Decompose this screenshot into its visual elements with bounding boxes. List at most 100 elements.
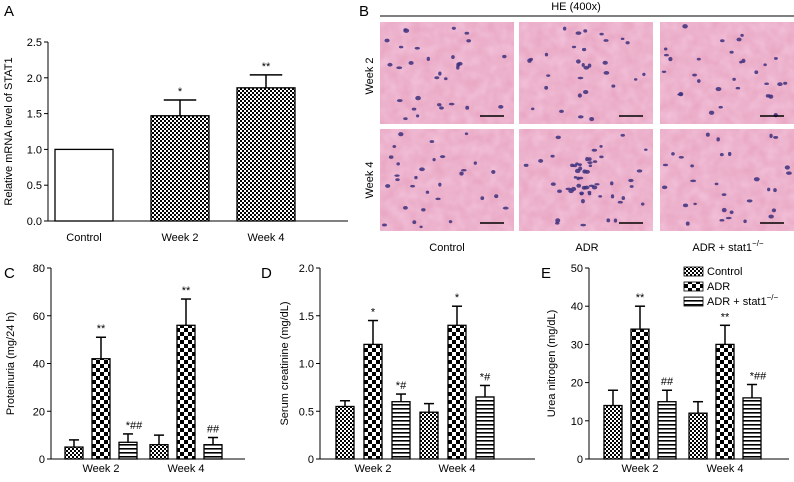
nucleus [538, 159, 544, 163]
nucleus [429, 140, 435, 143]
y-tick-label: 0 [577, 454, 583, 466]
nucleus [387, 62, 393, 67]
nucleus [414, 175, 418, 180]
significance-label: *## [750, 371, 767, 383]
nucleus [768, 94, 774, 99]
nucleus [398, 45, 404, 49]
nucleus [682, 203, 689, 208]
nucleus [438, 182, 442, 187]
x-tick-label: Control [66, 232, 101, 244]
nucleus [763, 63, 767, 67]
nucleus [721, 207, 727, 213]
significance-label: ## [661, 376, 674, 388]
histology-title: HE (400x) [551, 1, 601, 13]
nucleus [415, 95, 421, 101]
bar [236, 87, 296, 222]
bar [657, 401, 677, 460]
y-axis-label: Proteinuria (mg/24 h) [5, 312, 17, 415]
bar [363, 343, 383, 460]
nucleus [663, 53, 669, 57]
y-axis-label: Relative mRNA level of STAT1 [3, 57, 15, 205]
bar [603, 404, 623, 460]
nucleus [396, 66, 403, 70]
nucleus [697, 79, 701, 83]
nucleus [714, 182, 719, 186]
nucleus [783, 81, 788, 85]
nucleus [395, 178, 400, 182]
nucleus [721, 193, 727, 197]
nucleus [527, 58, 532, 63]
nucleus [419, 225, 423, 229]
histology-col-label-control: Control [429, 242, 464, 254]
y-tick-label: 1.0 [299, 359, 314, 371]
x-tick-label: Week 2 [621, 463, 658, 475]
nucleus [588, 184, 595, 188]
bar [715, 343, 735, 460]
nucleus [606, 218, 611, 223]
nucleus [575, 162, 579, 166]
nucleus [412, 220, 417, 225]
nucleus [668, 56, 673, 62]
nucleus [555, 135, 561, 140]
histology-row-label-week-4: Week 4 [364, 161, 376, 198]
nucleus [784, 165, 790, 170]
nucleus [451, 26, 456, 30]
y-tick-label: 0.5 [27, 180, 42, 192]
chart-serum-creatinine: 0 0.5 1.0 1.5 2.0 Serum creatinine (mg/dL) * *#… [279, 263, 535, 475]
bar [391, 401, 411, 460]
nucleus [502, 54, 507, 59]
nucleus [693, 202, 697, 206]
x-tick-label: Week 4 [438, 463, 475, 475]
nucleus [491, 169, 496, 174]
histology-image-week-4-adr [519, 129, 653, 231]
y-tick-label: 80 [33, 263, 45, 275]
nucleus [598, 195, 603, 198]
nucleus [480, 196, 485, 201]
nucleus [640, 202, 645, 206]
significance-label: *# [480, 371, 491, 383]
y-tick-label: 1.5 [27, 109, 42, 121]
nucleus [671, 152, 675, 156]
nucleus [459, 171, 464, 176]
nucleus [663, 47, 668, 51]
nucleus [613, 218, 618, 223]
nucleus [434, 76, 440, 80]
y-tick-label: 30 [571, 339, 583, 351]
chart-urea-nitrogen: 0 10 20 30 40 50 Urea nitrogen (mg/dL) ** ## Week… [546, 263, 789, 475]
nucleus [768, 214, 774, 219]
chart-stat1-mrna: 0.0 0.5 1.0 1.5 2.0 2.5 Relative mRNA level of… [3, 37, 348, 244]
nucleus [544, 85, 549, 90]
significance-label: ** [262, 61, 271, 73]
nucleus [735, 86, 741, 90]
nucleus [546, 74, 551, 77]
nucleus [777, 82, 783, 87]
y-axis-label: Urea nitrogen (mg/dL) [546, 310, 558, 418]
significance-label: ** [182, 285, 191, 297]
nucleus [685, 221, 690, 226]
nucleus [785, 171, 792, 175]
panel-letter-b: B [359, 3, 369, 20]
nucleus [620, 37, 625, 41]
nucleus [581, 47, 587, 52]
nucleus [381, 223, 387, 227]
histology-panel: HE (400x) Week 2 Week 4 Control ADR ADR … [364, 1, 794, 254]
nucleus [580, 198, 585, 204]
y-tick-label: 1.5 [299, 311, 314, 323]
significance-label: ** [721, 311, 730, 323]
significance-label: * [455, 292, 460, 304]
nucleus [729, 50, 734, 54]
y-tick-label: 2.0 [299, 263, 314, 275]
nucleus [523, 163, 529, 167]
nucleus [585, 156, 590, 162]
bar [64, 446, 84, 460]
nucleus [729, 210, 734, 215]
y-tick-label: 20 [33, 406, 45, 418]
nucleus [705, 132, 710, 137]
y-tick-label: 0.5 [299, 406, 314, 418]
x-tick-label: Week 4 [247, 232, 284, 244]
histology-image-week-2-adr-stat1 [660, 22, 794, 124]
nucleus [719, 152, 724, 157]
nucleus [550, 154, 555, 158]
nucleus [575, 31, 582, 35]
nucleus [385, 184, 391, 188]
